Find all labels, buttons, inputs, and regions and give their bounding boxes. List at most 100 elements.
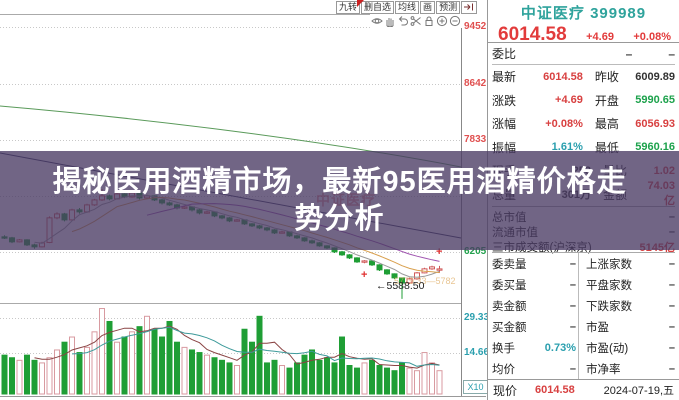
weibi-label: 委比: [492, 47, 517, 61]
eye-icon: [371, 18, 383, 24]
undo-tool-button[interactable]: [397, 15, 409, 27]
stat-label: 市盈(动): [586, 343, 629, 356]
stat-value: –: [668, 299, 675, 312]
axis-tick-label: 7833: [464, 134, 487, 145]
toolbar-button-画[interactable]: 画: [420, 1, 436, 14]
current-price-label: 现价: [493, 383, 518, 398]
plus-signal-icon: +: [361, 269, 368, 281]
stat-value: –: [569, 321, 576, 334]
low-price-label: ←5588.50: [376, 280, 425, 292]
instrument-name: 中证医疗: [520, 5, 585, 22]
stat-value: +4.69: [555, 94, 583, 107]
toolbar-button-九转[interactable]: 九转: [336, 1, 361, 14]
stat-label: 下跌家数: [586, 300, 632, 313]
stat-value: –: [569, 363, 576, 376]
axis-tick-label: 9452: [464, 21, 487, 32]
stat-label: 买金额: [492, 322, 527, 335]
zoom-in-tool-button[interactable]: [436, 15, 448, 27]
stat-label: 开盘: [594, 93, 619, 108]
stat-label: 换手: [492, 343, 515, 356]
trade-date: 2024-07-19,五: [603, 385, 674, 397]
quote-row: 涨跌 +4.69 开盘 5990.65: [492, 89, 675, 113]
zoom-out-icon: [449, 15, 461, 27]
axis-tick-label: 8642: [464, 78, 487, 89]
stat-value: 1.61%: [551, 141, 583, 154]
banner-title-line1: 揭秘医用酒精市场，最新95医用酒精价格走: [52, 165, 627, 198]
lock-icon: [425, 16, 433, 26]
stat-label: 卖金额: [492, 300, 527, 313]
stats-grid-row: 换手 0.73% 市盈(动) –: [492, 338, 675, 359]
stat-value: –: [569, 278, 576, 291]
stat-label: 上涨家数: [586, 258, 632, 271]
axis-tick-label: 14.66: [464, 347, 490, 358]
flag-marker-icon: [357, 0, 364, 7]
stat-value: –: [569, 299, 576, 312]
article-title-banner: 揭秘医用酒精市场，最新95医用酒精价格走 势分析: [0, 151, 679, 250]
scissors-tool-button[interactable]: [410, 15, 422, 27]
stat-label: 均价: [492, 364, 515, 377]
weibi-value: –: [625, 46, 633, 61]
price-change-pct: +0.08%: [633, 31, 671, 43]
eye-tool-button[interactable]: [371, 15, 383, 27]
stat-label: 平盘家数: [586, 279, 632, 292]
quote-header: 中证医疗 399989 6014.58 +4.69 +0.08%: [488, 0, 679, 45]
weicha-value: –: [668, 46, 675, 61]
stat-value: +0.08%: [545, 117, 583, 130]
stat-value: –: [668, 321, 675, 334]
instrument-code: 399989: [590, 5, 647, 22]
stat-label: 昨收: [594, 70, 619, 85]
stats-grid-row: 委买量 – 平盘家数 –: [492, 274, 675, 295]
stat-label: 涨跌: [492, 93, 517, 108]
stat-value: 0.73%: [544, 342, 576, 355]
instrument-title: 中证医疗 399989: [488, 2, 679, 23]
lock-tool-button[interactable]: [423, 15, 435, 27]
stat-label: 委买量: [492, 279, 527, 292]
toolbar-button-预测[interactable]: 预测: [436, 1, 461, 14]
stat-value: –: [569, 257, 576, 270]
stat-value: –: [668, 257, 675, 270]
zoom-in-icon: [436, 15, 448, 27]
drawing-tools-row: [370, 14, 462, 28]
banner-title-line2: 势分析: [294, 202, 385, 235]
arrow-to-bar-icon: [464, 3, 474, 10]
stat-label: 最高: [594, 117, 619, 132]
stats-grid-row: 委卖量 – 上涨家数 –: [492, 253, 675, 274]
stat-value: –: [668, 342, 675, 355]
zoom-out-tool-button[interactable]: [449, 15, 461, 27]
toolbar-button-均线[interactable]: 均线: [395, 1, 420, 14]
stats-grid: 委卖量 – 上涨家数 – 委买量 – 平盘家数 – 卖金额 – 下跌家数 – 买金额 – 市盈 – 换手 0.73…: [492, 252, 675, 380]
scissors-icon: [410, 16, 421, 26]
stat-label: 涨幅: [492, 117, 517, 132]
price-change: +4.69: [586, 31, 614, 43]
undo-icon: [398, 16, 408, 26]
stat-value: 6056.93: [635, 117, 675, 130]
hand-tool-button[interactable]: [384, 15, 396, 27]
stats-grid-row: 均价 – 市净率 –: [492, 359, 675, 380]
stat-label: 最新: [492, 70, 517, 85]
stat-value: 6009.89: [635, 70, 675, 83]
quote-row: 涨幅 +0.08% 最高 6056.93: [492, 112, 675, 136]
current-price-value: 6014.58: [535, 384, 575, 396]
toolbar-button-删自选[interactable]: 删自选: [361, 1, 395, 14]
hand-icon: [386, 18, 394, 27]
axis-tick-label: 29.33: [464, 312, 490, 323]
last-price: 6014.58: [498, 24, 567, 45]
stat-label: 市净率: [586, 364, 621, 377]
ma-price-ghost-label: 5779.33—5782: [394, 276, 456, 286]
axis-tick-label: 6205: [464, 246, 487, 257]
weibi-row: 委比 – –: [492, 43, 675, 65]
stats-grid-row: 买金额 – 市盈 –: [492, 316, 675, 337]
current-price-row: 现价 6014.58 2024-07-19,五: [488, 379, 679, 400]
stat-label: 委卖量: [492, 258, 527, 271]
stats-grid-row: 卖金额 – 下跌家数 –: [492, 295, 675, 316]
chart-toolbar: 九转 删自选 均线画预测: [336, 1, 478, 14]
grid-divider: [578, 252, 579, 379]
stat-value: 5990.65: [635, 94, 675, 107]
stat-value: –: [668, 278, 675, 291]
collapse-panel-button[interactable]: [461, 1, 478, 14]
stat-value: –: [668, 363, 675, 376]
quote-row: 最新 6014.58 昨收 6009.89: [492, 65, 675, 89]
plus-signal-icon: +: [436, 246, 443, 258]
volume-unit-box: X10: [463, 380, 488, 394]
